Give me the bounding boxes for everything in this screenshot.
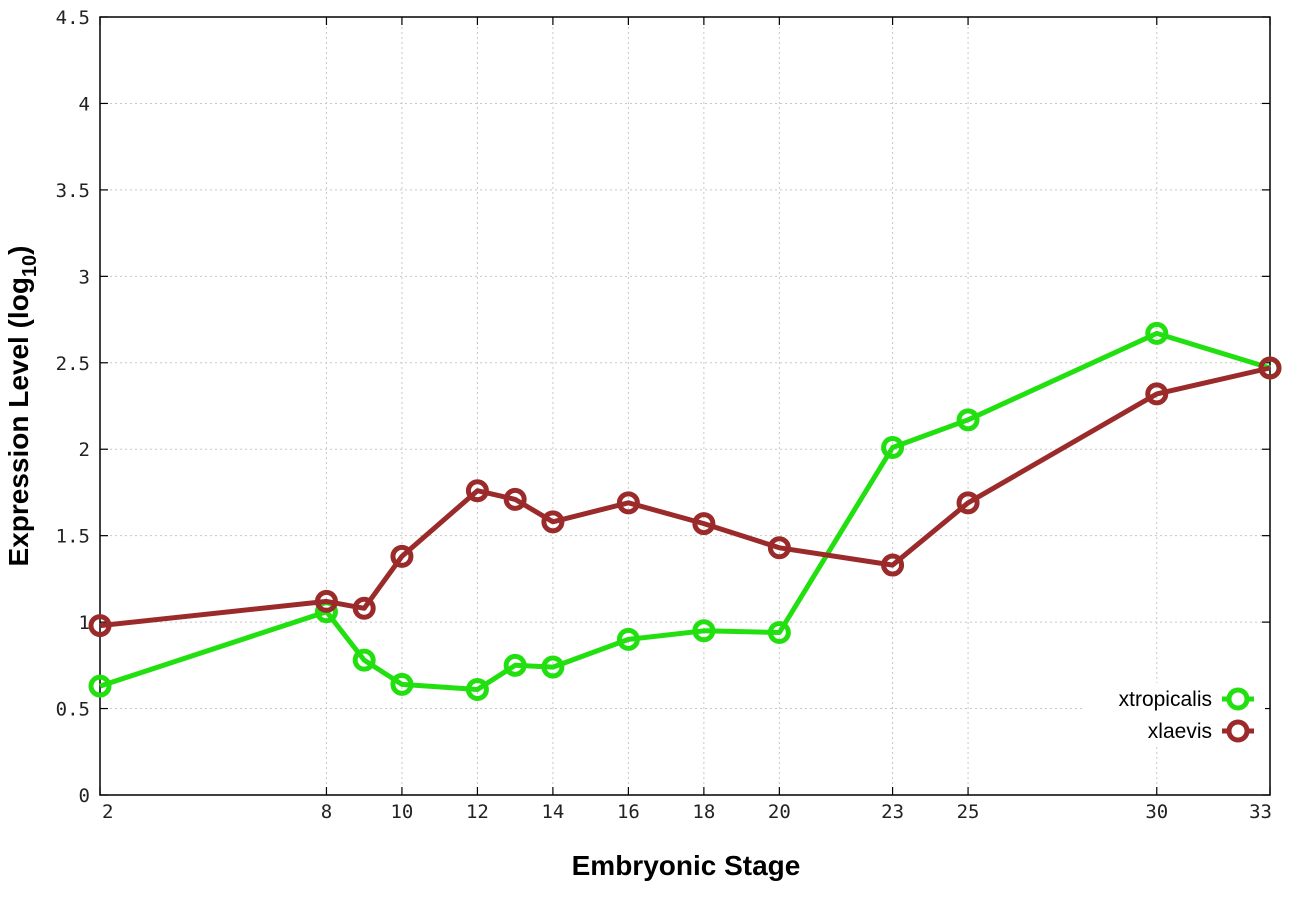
x-tick-label: 30 <box>1145 801 1168 823</box>
y-axis-title-suffix: ) <box>3 246 34 255</box>
data-point-xtropicalis <box>956 408 980 432</box>
data-point-xlaevis <box>692 512 716 536</box>
series-layer <box>88 321 1282 702</box>
x-tick-label: 18 <box>692 801 715 823</box>
data-point-xlaevis <box>616 491 640 515</box>
x-tick-label: 25 <box>957 801 980 823</box>
data-point-xtropicalis <box>881 435 905 459</box>
y-tick-labels: 0 0.5 1 1.5 2 2.5 3 3.5 4 4.5 <box>56 7 90 807</box>
data-point-xlaevis <box>352 596 376 620</box>
y-tick-label: 4.5 <box>56 7 90 29</box>
data-point-xlaevis <box>1258 356 1282 380</box>
data-point-xlaevis <box>465 479 489 503</box>
plot-frame <box>99 16 1271 796</box>
y-axis-title-subscript: 10 <box>19 255 41 277</box>
tick-marks <box>99 16 1271 796</box>
data-point-xlaevis <box>503 487 527 511</box>
x-tick-label: 2 <box>102 801 113 823</box>
data-point-xtropicalis <box>692 619 716 643</box>
series-line-xtropicalis <box>99 330 1271 692</box>
series-line-xlaevis <box>99 365 1271 629</box>
data-point-xtropicalis <box>88 674 112 698</box>
y-tick-label: 3 <box>79 266 90 288</box>
data-point-xtropicalis <box>503 653 527 677</box>
data-point-xlaevis <box>88 614 112 638</box>
data-point-xtropicalis <box>541 655 565 679</box>
data-point-xtropicalis <box>767 620 791 644</box>
data-point-xtropicalis <box>1145 321 1169 345</box>
y-tick-label: 0 <box>79 785 90 807</box>
x-tick-label: 16 <box>617 801 640 823</box>
legend: xtropicalis xlaevis <box>1085 683 1265 747</box>
data-point-xlaevis <box>1145 382 1169 406</box>
x-tick-label: 10 <box>390 801 413 823</box>
y-tick-label: 4 <box>79 93 90 115</box>
data-point-xlaevis <box>767 536 791 560</box>
x-tick-label: 20 <box>768 801 791 823</box>
y-tick-label: 1.5 <box>56 526 90 548</box>
data-point-xlaevis <box>390 544 414 568</box>
legend-marker-xlaevis <box>1226 719 1250 743</box>
data-point-xtropicalis <box>465 678 489 702</box>
data-point-xlaevis <box>314 589 338 613</box>
data-point-xtropicalis <box>616 627 640 651</box>
x-axis-title: Embryonic Stage <box>572 850 801 881</box>
data-point-xlaevis <box>881 553 905 577</box>
y-tick-label: 3.5 <box>56 180 90 202</box>
legend-label-xlaevis: xlaevis <box>1148 720 1212 743</box>
x-tick-label: 8 <box>321 801 332 823</box>
x-tick-label: 33 <box>1249 801 1272 823</box>
legend-label-xtropicalis: xtropicalis <box>1119 688 1212 711</box>
grid-lines <box>100 17 1270 795</box>
y-axis-title-main: Expression Level (log <box>3 277 34 566</box>
y-tick-label: 1 <box>79 612 90 634</box>
series-xlaevis <box>88 356 1282 638</box>
legend-marker-xtropicalis <box>1226 687 1250 711</box>
x-tick-label: 14 <box>541 801 564 823</box>
y-tick-label: 2.5 <box>56 353 90 375</box>
data-point-xlaevis <box>956 491 980 515</box>
series-xtropicalis <box>88 321 1282 702</box>
y-axis-title: Expression Level (log10) <box>3 246 41 567</box>
x-tick-labels: 2 8 10 12 14 16 18 20 23 25 30 33 <box>102 801 1272 823</box>
data-point-xtropicalis <box>352 648 376 672</box>
x-tick-label: 12 <box>466 801 489 823</box>
y-tick-label: 2 <box>79 439 90 461</box>
y-tick-label: 0.5 <box>56 699 90 721</box>
x-tick-label: 23 <box>881 801 904 823</box>
data-point-xlaevis <box>541 510 565 534</box>
data-point-xtropicalis <box>390 672 414 696</box>
